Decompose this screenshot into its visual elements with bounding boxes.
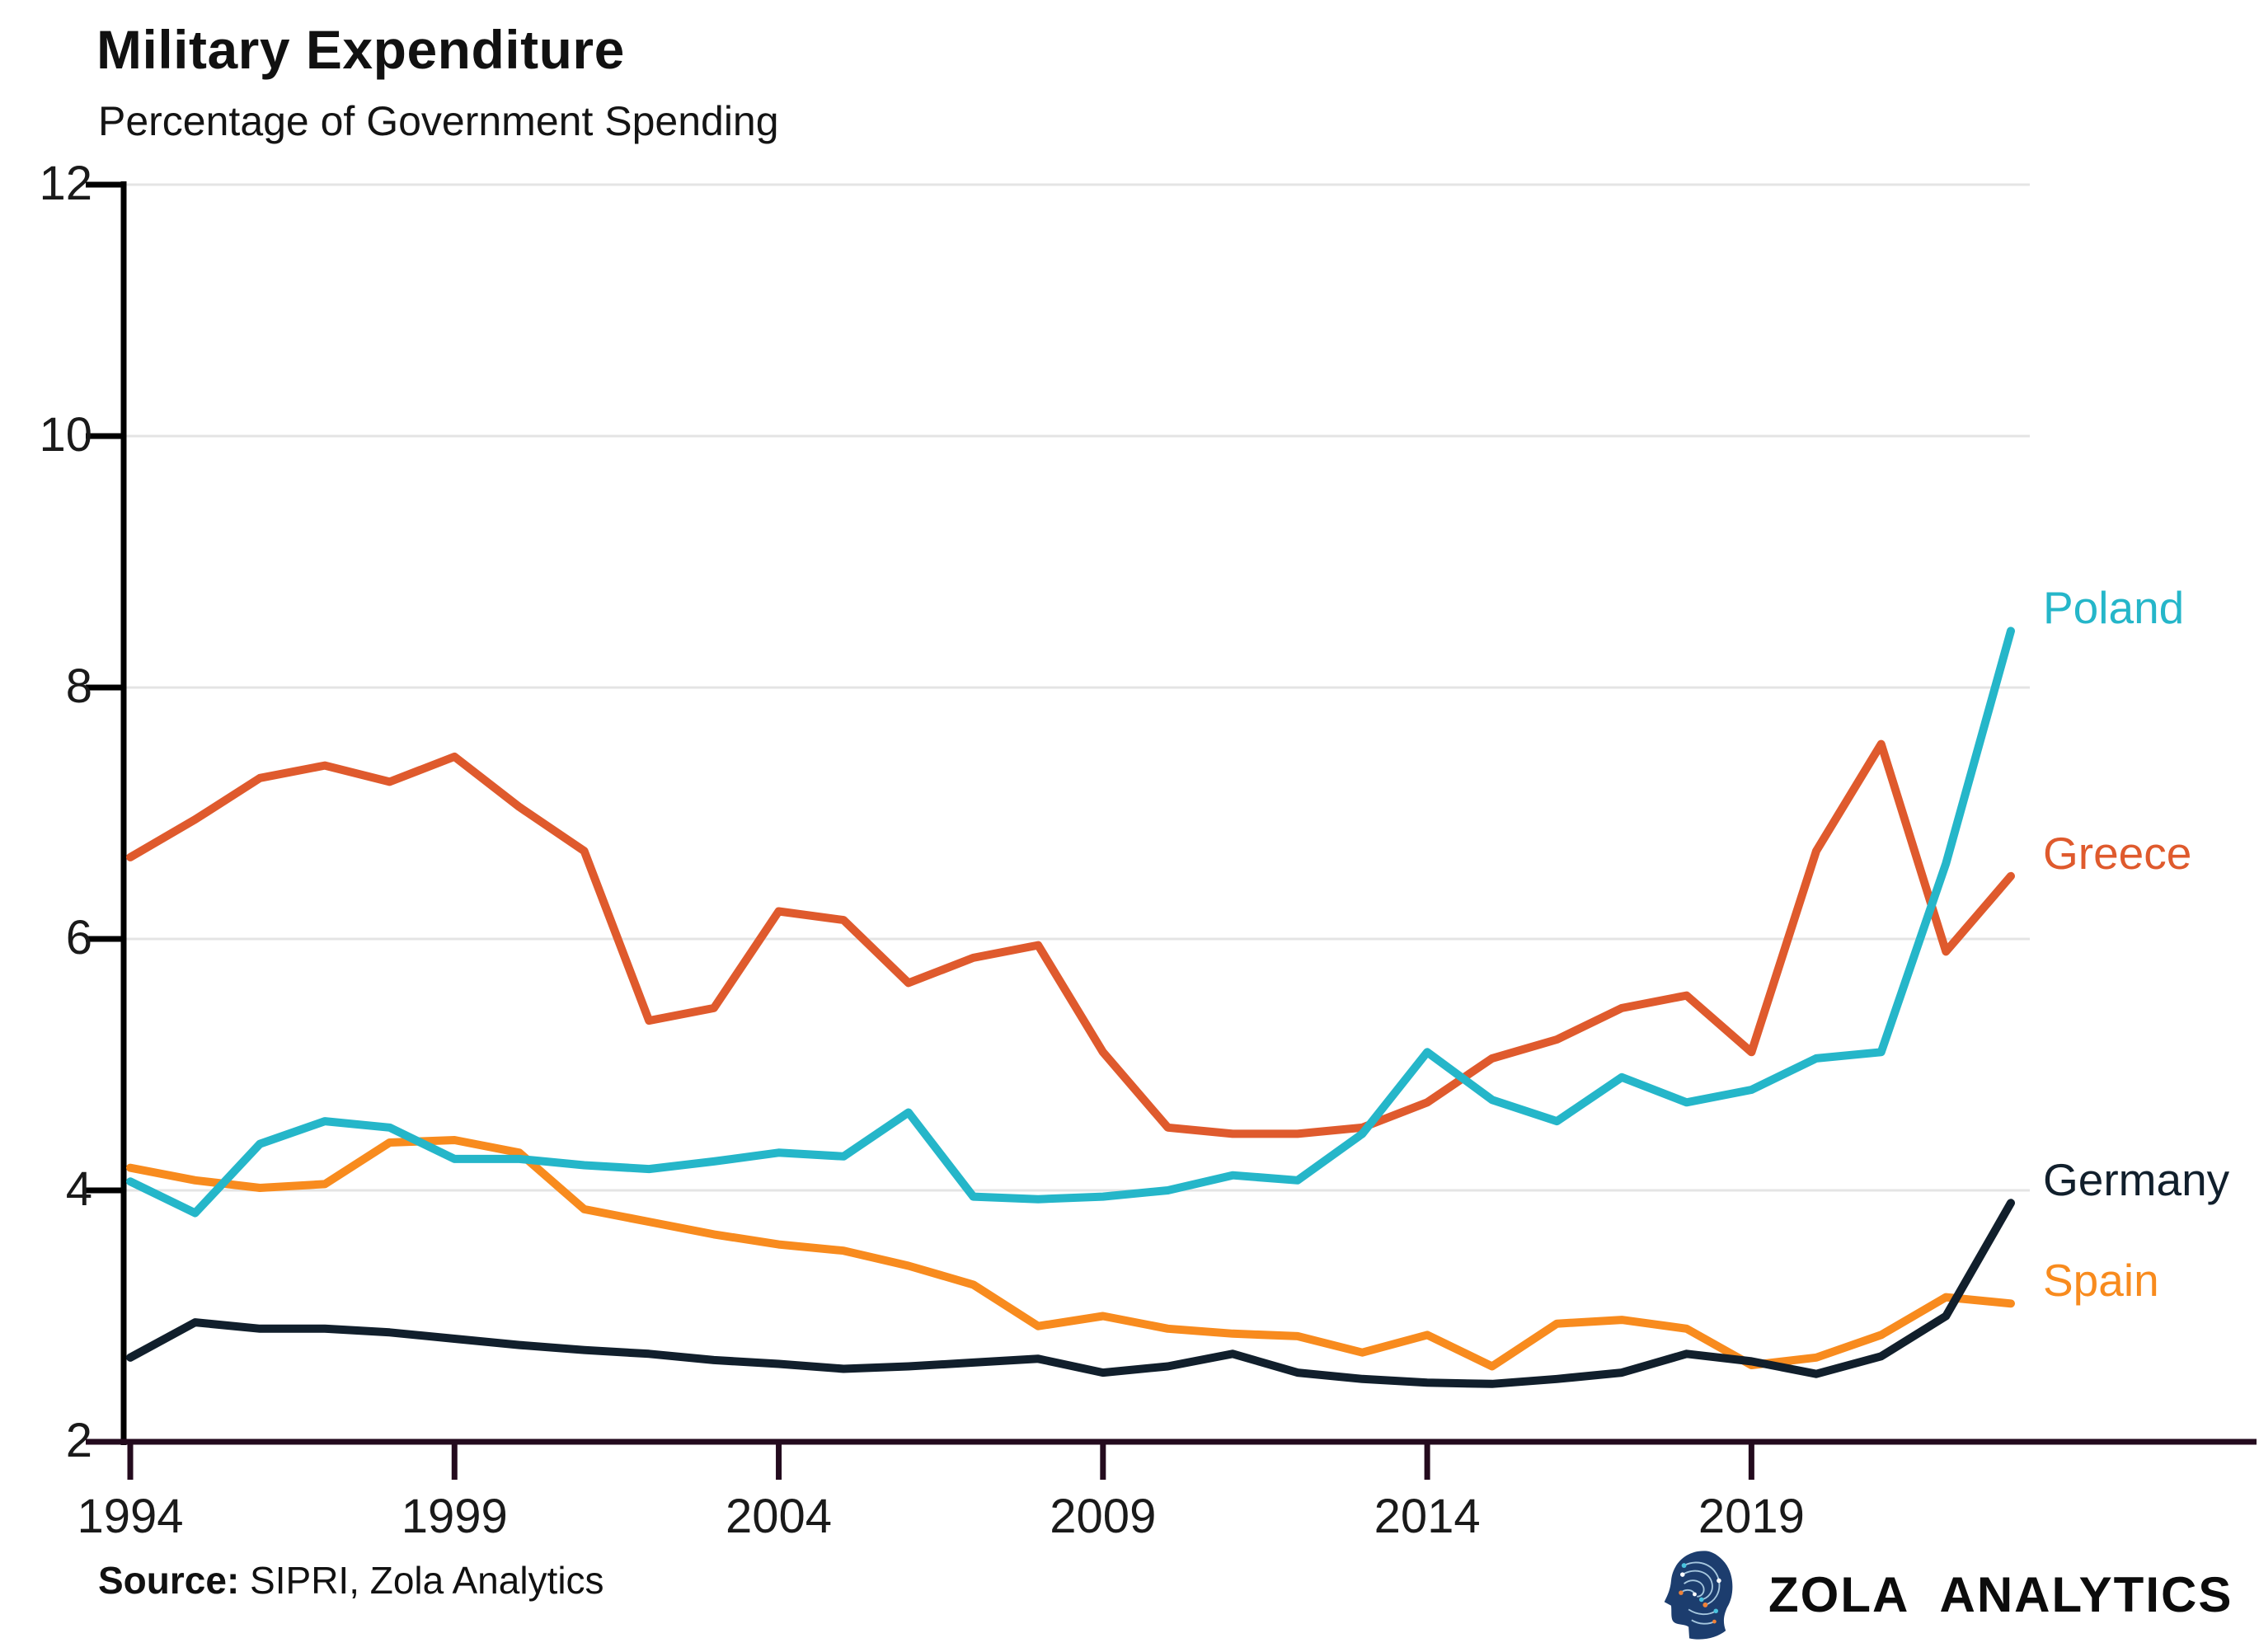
zola-head-icon (1664, 1551, 1733, 1640)
chart-subtitle: Percentage of Government Spending (98, 98, 779, 144)
source-label: Source: (98, 1559, 240, 1602)
brand-name: ZOLA ANALYTICS (1768, 1566, 2233, 1622)
chart-title: Military Expenditure (96, 19, 625, 80)
line-poland (126, 627, 2015, 1218)
line-germany (126, 1199, 2015, 1388)
line-greece (126, 739, 2015, 1138)
line-spain (126, 1136, 2015, 1371)
source-text: SIPRI, Zola Analytics (239, 1559, 604, 1602)
source-note: Source: SIPRI, Zola Analytics (98, 1558, 604, 1603)
brand-logo: ZOLA ANALYTICS (1661, 1548, 2233, 1640)
